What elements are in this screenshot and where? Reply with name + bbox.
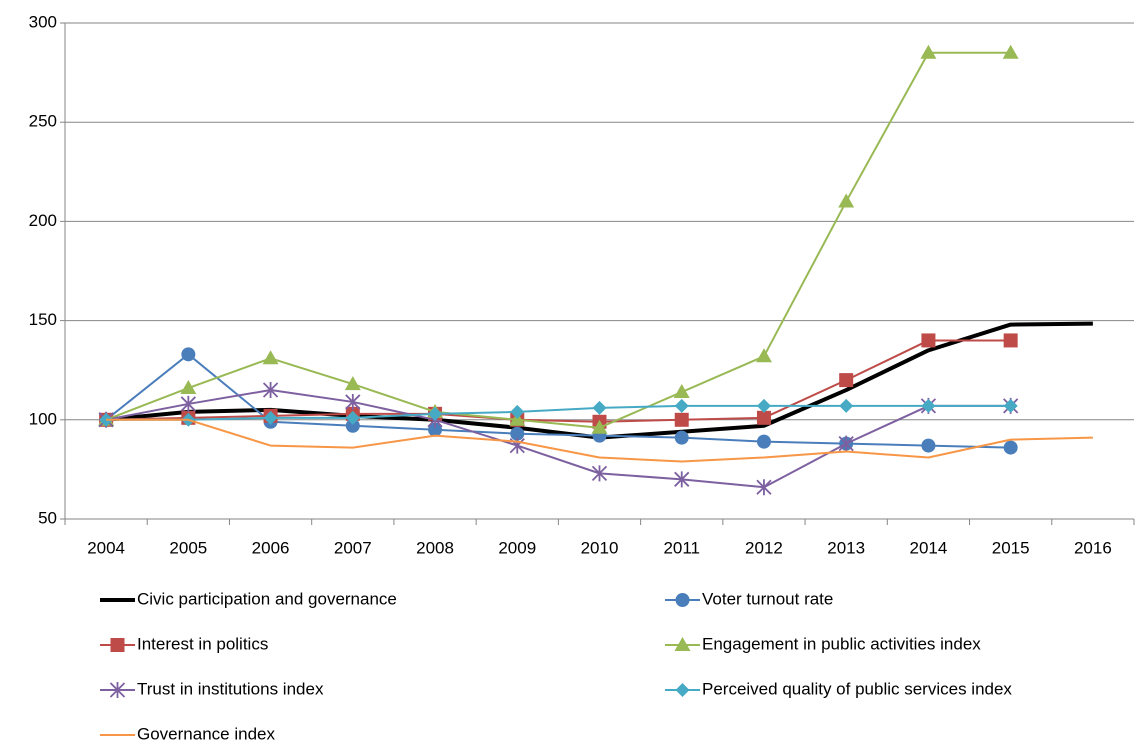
marker: [920, 44, 937, 59]
marker: [675, 593, 690, 607]
marker: [1002, 44, 1019, 59]
marker: [674, 471, 690, 488]
marker: [591, 465, 608, 482]
marker: [510, 426, 525, 441]
marker: [838, 193, 855, 208]
marker: [673, 384, 690, 399]
legend-entry: Perceived quality of public services ind…: [665, 679, 1012, 698]
legend-entry: Civic participation and governance: [100, 589, 397, 608]
x-tick-label: 2015: [992, 538, 1030, 557]
marker: [674, 430, 689, 445]
series-line: [106, 404, 1011, 421]
legend-label: Voter turnout rate: [702, 589, 833, 608]
marker: [262, 350, 279, 365]
marker: [344, 376, 361, 391]
marker: [345, 418, 360, 433]
marker: [510, 404, 525, 419]
x-tick-label: 2010: [581, 538, 619, 557]
marker: [181, 347, 196, 362]
series-line: [105, 389, 1011, 489]
legend-label: Civic participation and governance: [137, 589, 397, 608]
x-tick-label: 2005: [169, 538, 207, 557]
marker: [1003, 440, 1018, 455]
x-tick-label: 2006: [252, 538, 290, 557]
legend-entry: Trust in institutions index: [100, 679, 324, 698]
legend-label: Interest in politics: [137, 634, 268, 653]
series-line: [105, 51, 1011, 429]
marker: [428, 406, 443, 421]
legend-entry: Governance index: [100, 724, 275, 743]
series-line: [106, 418, 1093, 463]
series: [98, 382, 1019, 496]
marker: [674, 637, 691, 651]
y-tick-label: 50: [38, 508, 57, 527]
marker: [509, 437, 525, 454]
marker: [756, 410, 771, 425]
marker: [262, 382, 279, 399]
marker: [921, 398, 936, 413]
marker: [110, 638, 125, 652]
marker: [180, 380, 197, 395]
legend-label: Trust in institutions index: [137, 679, 324, 698]
marker: [921, 333, 936, 348]
x-tick-label: 2009: [498, 538, 536, 557]
x-tick-label: 2013: [827, 538, 865, 557]
marker: [674, 412, 689, 427]
x-tick-label: 2004: [87, 538, 125, 557]
legend-label: Perceived quality of public services ind…: [702, 679, 1012, 698]
x-tick-label: 2008: [416, 538, 454, 557]
marker: [839, 373, 854, 388]
marker: [921, 438, 936, 453]
marker: [756, 398, 771, 413]
marker: [838, 435, 854, 452]
marker: [755, 348, 772, 363]
legend-label: Engagement in public activities index: [702, 634, 981, 653]
marker: [109, 682, 126, 698]
marker: [1003, 333, 1018, 348]
marker: [839, 398, 854, 413]
series-line: [106, 339, 1011, 423]
marker: [675, 683, 690, 697]
x-tick-label: 2007: [334, 538, 372, 557]
marker: [592, 400, 607, 415]
x-tick-label: 2011: [663, 538, 700, 557]
y-tick-label: 150: [29, 310, 57, 329]
legend-entry: Voter turnout rate: [665, 589, 833, 608]
legend-entry: Interest in politics: [100, 634, 268, 653]
x-tick-label: 2016: [1074, 538, 1112, 557]
series: [99, 333, 1018, 429]
marker: [180, 395, 196, 412]
y-tick-label: 250: [29, 112, 57, 131]
x-tick-label: 2014: [910, 538, 948, 557]
y-tick-label: 100: [29, 409, 57, 428]
series: [99, 398, 1018, 427]
legend-label: Governance index: [137, 724, 275, 743]
marker: [345, 393, 361, 410]
marker: [591, 419, 608, 434]
y-tick-label: 200: [29, 211, 57, 230]
y-tick-label: 300: [29, 12, 57, 31]
marker: [263, 410, 278, 425]
series-line: [105, 353, 1011, 449]
series: [106, 418, 1093, 463]
marker: [756, 434, 771, 449]
legend-entry: Engagement in public activities index: [665, 634, 981, 653]
x-tick-label: 2012: [745, 538, 783, 557]
marker: [674, 398, 689, 413]
marker: [756, 479, 772, 496]
marker: [1003, 398, 1018, 413]
marker: [345, 410, 360, 425]
marker: [428, 422, 443, 437]
